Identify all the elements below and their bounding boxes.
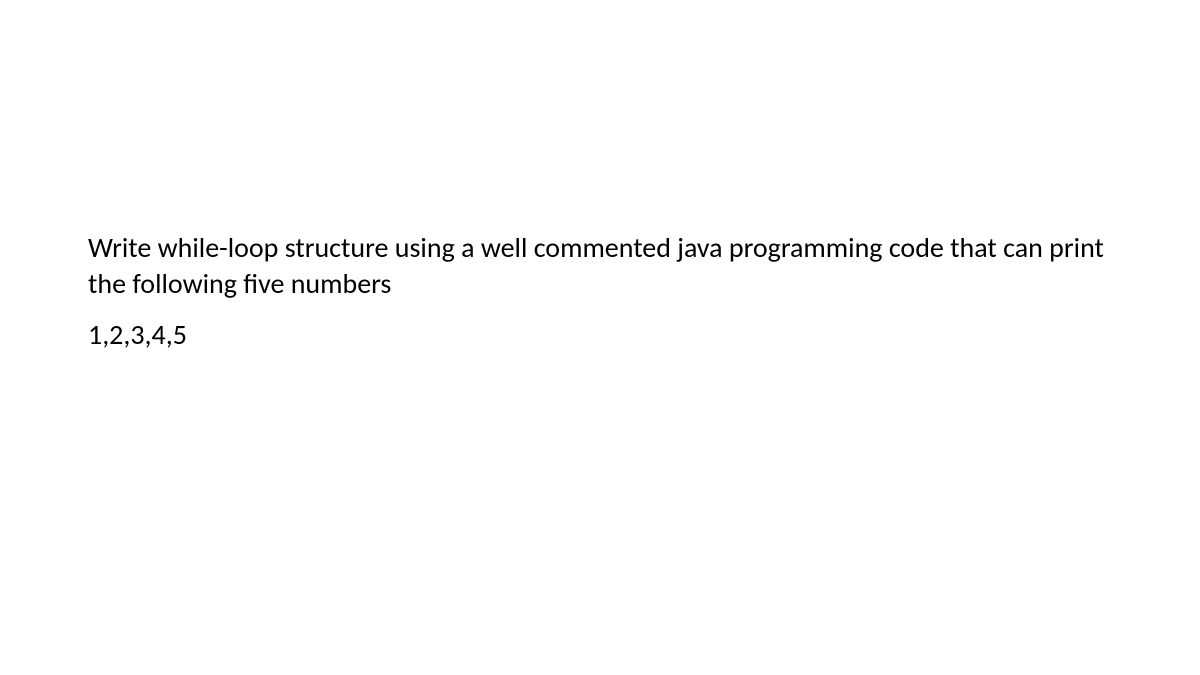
question-paragraph: Write while-loop structure using a well … <box>88 230 1120 303</box>
document-page: Write while-loop structure using a well … <box>0 0 1200 675</box>
numbers-paragraph: 1,2,3,4,5 <box>88 317 1120 353</box>
